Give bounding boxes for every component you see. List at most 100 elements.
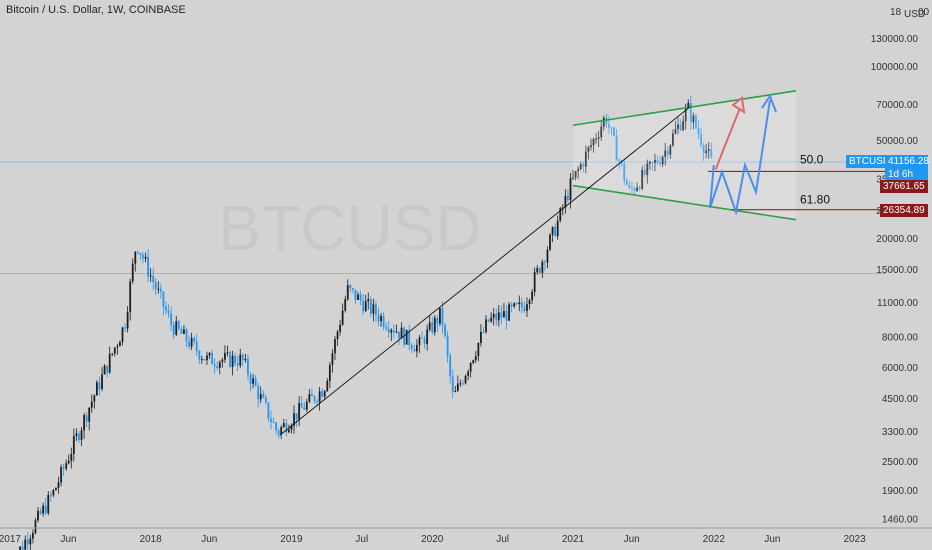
candle-body — [188, 341, 190, 347]
candle-body — [574, 171, 577, 178]
candle-body — [628, 185, 631, 188]
candle-body — [287, 429, 290, 433]
candle-body — [247, 358, 249, 375]
candle-body — [175, 321, 178, 335]
candle-body — [526, 304, 528, 312]
candle-body — [408, 329, 411, 345]
candle-body — [567, 195, 569, 200]
candle-body — [454, 390, 457, 392]
candle-body — [380, 315, 382, 322]
candle-body — [523, 307, 526, 312]
candle-body — [372, 304, 375, 314]
candle-body — [65, 463, 68, 469]
candle-body — [572, 177, 574, 179]
candle-body — [216, 366, 219, 368]
candle-body — [270, 418, 272, 423]
candle-body — [431, 322, 434, 333]
candle-body — [203, 359, 206, 361]
candle-body — [538, 268, 541, 273]
candle-body — [93, 395, 96, 402]
candle-body — [88, 407, 91, 422]
candle-body — [510, 304, 513, 307]
candle-body — [520, 302, 523, 308]
candle-body — [421, 337, 423, 339]
candle-body — [697, 127, 700, 135]
y-tick-label: 4500.00 — [882, 394, 919, 405]
candle-body — [531, 291, 533, 301]
y-tick-label: 15000.00 — [876, 265, 918, 276]
candle-body — [154, 282, 157, 290]
candle-body — [549, 234, 551, 250]
candle-body — [618, 160, 621, 162]
candle-body — [300, 403, 303, 408]
candle-body — [636, 187, 638, 191]
candle-body — [152, 275, 155, 283]
candle-body — [362, 300, 365, 312]
candle-body — [101, 374, 103, 390]
candle-body — [385, 326, 388, 329]
candle-body — [590, 145, 592, 148]
candle-body — [108, 353, 111, 373]
symbol-tag: BTCUSD — [846, 154, 891, 168]
candle-body — [103, 365, 106, 375]
countdown-tag: 1d 6h — [885, 167, 928, 181]
candle-body — [415, 345, 418, 352]
candle-body — [318, 391, 321, 403]
y-tick-label: 20000.00 — [876, 234, 918, 245]
candle-body — [44, 505, 47, 514]
candle-body — [605, 117, 608, 125]
candle-body — [37, 510, 39, 521]
candle-body — [121, 327, 124, 342]
candle-body — [80, 430, 83, 440]
candle-body — [293, 413, 295, 426]
candle-body — [682, 121, 685, 131]
candle-body — [303, 407, 306, 410]
candle-body — [497, 312, 500, 321]
candle-body — [26, 539, 29, 545]
candle-body — [623, 164, 626, 181]
candle-body — [47, 494, 50, 514]
candle-body — [162, 291, 165, 307]
candle-body — [39, 510, 42, 514]
candle-body — [546, 249, 549, 263]
candle-body — [282, 423, 285, 428]
candle-body — [323, 391, 326, 397]
y-tick-label: 2500.00 — [882, 457, 919, 468]
candle-body — [195, 341, 198, 352]
candle-body — [469, 362, 472, 372]
symbol-tag-text: BTCUSD — [849, 155, 891, 167]
countdown-text: 1d 6h — [888, 168, 914, 180]
candle-body — [321, 391, 324, 397]
candle-body — [418, 337, 421, 346]
candle-body — [267, 402, 270, 419]
y-axis-panel — [886, 0, 932, 550]
candle-body — [426, 329, 429, 345]
candle-body — [367, 299, 370, 302]
candle-body — [462, 383, 464, 385]
candle-body — [467, 371, 469, 376]
candle-body — [556, 220, 559, 237]
candle-body — [83, 415, 85, 431]
candle-body — [387, 328, 390, 333]
candle-body — [679, 124, 682, 131]
candle-body — [533, 272, 536, 292]
candle-body — [369, 299, 372, 314]
candle-body — [349, 285, 352, 289]
y-tick-label: 3300.00 — [882, 427, 919, 438]
candle-body — [264, 397, 267, 403]
candle-body — [24, 539, 27, 550]
candle-body — [34, 520, 37, 533]
candle-body — [75, 433, 78, 437]
candle-body — [98, 382, 101, 390]
candle-body — [602, 117, 605, 127]
x-tick-label: 2020 — [421, 534, 444, 545]
candle-body — [183, 329, 185, 334]
candle-body — [95, 382, 98, 396]
candle-body — [31, 532, 34, 539]
candle-body — [311, 394, 313, 397]
candle-body — [684, 108, 687, 122]
candle-body — [410, 344, 413, 349]
candle-body — [377, 314, 380, 322]
candle-body — [444, 324, 446, 336]
